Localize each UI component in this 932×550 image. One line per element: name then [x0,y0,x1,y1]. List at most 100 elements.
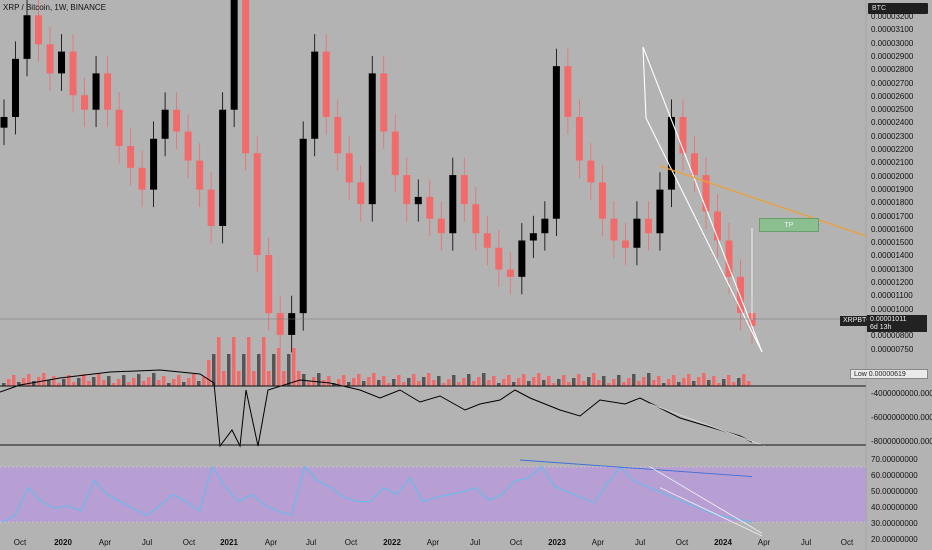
rsi-tick-label: 40.00000000 [871,503,918,512]
volume-bar [387,383,391,386]
candle-body [276,313,284,335]
volume-bar [662,383,666,386]
volume-bar [612,379,616,386]
volume-bar [537,373,541,386]
price-tick-label: 0.00002500 [871,105,914,115]
price-tick-label: 0.00003100 [871,25,914,35]
volume-bar [182,382,186,386]
candle-body [196,160,204,190]
volume-bar [647,373,651,386]
candle-body [506,269,514,277]
volume-bar [162,376,166,386]
time-tick-label: Oct [675,538,689,547]
rsi-divergence-line [519,459,753,478]
price-tick-label: 0.00000750 [871,344,914,354]
volume-bar [372,373,376,386]
candle-body [483,233,491,248]
candle-body [138,167,146,190]
candle-body [311,51,319,139]
volume-bar [292,348,296,386]
candle-body [702,175,710,212]
rsi-tick-label: 50.00000000 [871,487,918,496]
volume-bar [517,378,521,386]
price-tick-label: 0.00002200 [871,145,914,154]
volume-bar [432,380,436,386]
price-tick-label: 0.00001800 [871,198,914,208]
volume-bar [542,380,546,386]
time-tick-label: Jul [469,538,481,547]
volume-bar [602,376,606,386]
volume-bar [362,381,366,386]
volume-bar [477,377,481,386]
low-label: Low [854,371,867,378]
candle-body [322,51,330,117]
candle-body [633,218,641,248]
candle-body [81,95,89,110]
currency-badge[interactable]: BTC [868,3,928,14]
candle-body [460,175,468,205]
volume-bar [727,375,731,386]
candle-body [414,196,422,205]
volume-bar [192,374,196,386]
time-tick-label: Apr [98,538,112,547]
take-profit-box[interactable]: TP [759,218,819,232]
candle-body [656,189,664,234]
volume-bar [307,381,311,386]
candle-body [713,211,721,241]
volume-bar [252,371,256,386]
candle-body [173,109,181,132]
volume-bar [367,377,371,386]
candle-body [391,131,399,176]
volume-bar [697,377,701,386]
volume-bar [67,375,71,386]
time-tick-label: 2023 [548,538,566,547]
candle-body [207,189,215,226]
volume-bar [397,375,401,386]
candle-body [725,240,733,277]
candle-body [219,109,227,226]
price-pane [0,0,756,353]
volume-bar [402,382,406,386]
price-tick-label: 0.00002800 [871,65,914,75]
volume-bar [247,337,251,386]
time-tick-label: Apr [591,538,605,547]
candle-body [0,116,8,128]
volume-bar [82,374,86,386]
volume-bar [597,380,601,386]
volume-pane [2,337,751,386]
low-tag: Low 0.00000619 [850,369,928,379]
price-tick-label: 0.00001500 [871,238,914,248]
volume-bar [112,383,116,386]
volume-bar [297,371,301,386]
volume-bar [552,383,556,386]
volume-bar [47,380,51,386]
volume-bar [412,374,416,386]
obv-tick-label: -6000000000.00000000 [871,413,932,422]
volume-bar [327,376,331,386]
rsi-line [1,465,753,523]
volume-bar [342,375,346,386]
volume-bar [77,378,81,386]
candle-body [529,233,537,241]
volume-bar [392,379,396,386]
obv-tick-label: -8000000000.00000000 [871,437,932,446]
volume-bar [222,371,226,386]
candle-body [115,109,123,147]
volume-bar [42,373,46,386]
candle-body [644,218,652,234]
volume-bar [467,374,471,386]
symbol-tag: XRPBTC [840,316,875,326]
volume-bar [562,375,566,386]
candle-body [230,0,238,110]
volume-bar [452,375,456,386]
volume-bar [12,375,16,386]
volume-bar [2,383,6,386]
candle-body [575,116,583,161]
candle-body [679,116,687,154]
volume-bar [117,379,121,386]
candle-body [345,153,353,183]
price-tick-label: 0.00001100 [871,291,913,301]
candle-body [104,73,112,110]
volume-bar [497,383,501,386]
